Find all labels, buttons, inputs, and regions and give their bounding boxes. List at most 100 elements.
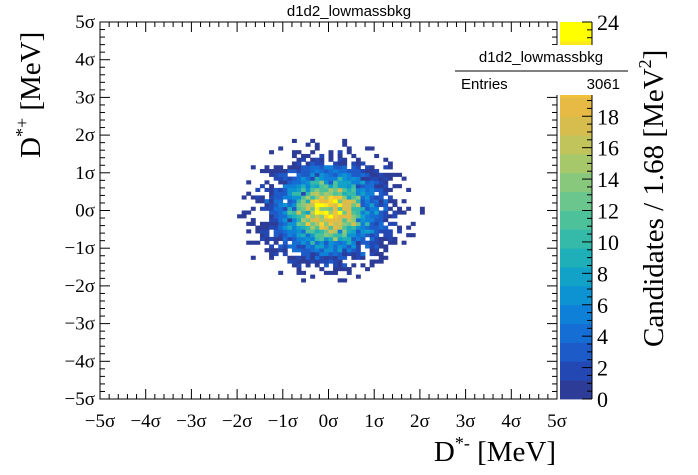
heatmap-cell xyxy=(323,195,329,200)
heatmap-cell xyxy=(374,251,380,257)
heatmap-cell xyxy=(319,165,325,170)
heatmap-cell xyxy=(323,184,329,189)
heatmap-cell xyxy=(287,165,293,170)
heatmap-cell xyxy=(319,233,325,238)
heatmap-cell xyxy=(305,199,311,204)
heatmap-cell xyxy=(291,225,297,230)
heatmap-cell xyxy=(360,214,366,219)
heatmap-cell xyxy=(314,169,320,174)
heatmap-cell xyxy=(378,229,384,234)
heatmap-cell xyxy=(333,165,338,170)
heatmap-cell xyxy=(328,233,334,238)
heatmap-cell xyxy=(328,169,334,174)
heatmap-cell xyxy=(342,225,348,230)
heatmap-cell xyxy=(282,195,288,200)
heatmap-cell xyxy=(369,210,375,215)
heatmap-cell xyxy=(355,161,361,166)
heatmap-cell xyxy=(273,210,279,215)
heatmap-cell xyxy=(323,270,329,275)
heatmap-cell xyxy=(342,165,348,170)
heatmap-cell xyxy=(374,221,380,226)
z-tick-label: 4 xyxy=(597,324,608,349)
heatmap-cell xyxy=(397,184,402,189)
y-tick-label: −3σ xyxy=(65,314,95,335)
heatmap-cell xyxy=(328,202,334,208)
heatmap-cell xyxy=(296,221,302,226)
heatmap-cell xyxy=(378,191,384,196)
heatmap-cell xyxy=(319,176,325,181)
heatmap-cell xyxy=(273,199,279,204)
heatmap-cell xyxy=(378,259,384,264)
heatmap-cell xyxy=(374,199,380,204)
heatmap-cell xyxy=(369,169,375,174)
heatmap-cell xyxy=(351,165,357,170)
heatmap-cell xyxy=(291,191,297,196)
heatmap-cell xyxy=(333,240,338,245)
heatmap-cell xyxy=(319,187,325,192)
heatmap-cell xyxy=(337,255,343,260)
heatmap-cell xyxy=(296,236,302,242)
heatmap-cell xyxy=(269,169,275,174)
heatmap-cell xyxy=(365,233,370,238)
x-tick-label: 3σ xyxy=(456,411,476,432)
heatmap-cell xyxy=(314,214,320,219)
heatmap-cell xyxy=(360,184,366,189)
heatmap-cell xyxy=(378,251,384,257)
heatmap-cell xyxy=(365,172,370,177)
heatmap-cell xyxy=(255,199,261,204)
heatmap-cell xyxy=(323,202,329,208)
heatmap-cell xyxy=(369,165,375,170)
heatmap-cell xyxy=(278,244,284,249)
heatmap-cell xyxy=(374,169,380,174)
heatmap-cell xyxy=(323,176,329,181)
heatmap-cell xyxy=(301,184,306,189)
heatmap-cell xyxy=(397,229,402,234)
heatmap-cell xyxy=(383,165,389,170)
heatmap-cell xyxy=(360,225,366,230)
heatmap-cell xyxy=(378,236,384,242)
heatmap-cell xyxy=(319,229,325,234)
x-tick-label: 2σ xyxy=(410,411,430,432)
stats-entries-value: 3061 xyxy=(587,76,620,93)
heatmap-cell xyxy=(314,218,320,223)
heatmap-cell xyxy=(351,233,357,238)
heatmap-cell xyxy=(291,255,297,260)
heatmap-cell xyxy=(305,259,311,264)
heatmap-cell xyxy=(337,229,343,234)
heatmap-cell xyxy=(269,248,275,253)
heatmap-cell xyxy=(282,187,288,192)
heatmap-cell xyxy=(305,251,311,257)
heatmap-cell xyxy=(378,218,384,223)
heatmap-cell xyxy=(383,244,389,249)
heatmap-cell xyxy=(291,150,297,155)
heatmap-cell xyxy=(337,202,343,208)
heatmap-cell xyxy=(346,172,352,177)
x-tick-label: −2σ xyxy=(222,411,252,432)
heatmap-cell xyxy=(305,255,311,260)
z-tick-label: 6 xyxy=(597,293,608,318)
heatmap-cell xyxy=(314,225,320,230)
heatmap-cell xyxy=(378,180,384,185)
heatmap-cell xyxy=(305,218,311,223)
heatmap-cell xyxy=(278,248,284,253)
heatmap-cell xyxy=(337,221,343,226)
heatmap-cell xyxy=(346,146,352,151)
heatmap-cell xyxy=(323,240,329,245)
heatmap-cell xyxy=(282,240,288,245)
heatmap-cell xyxy=(369,251,375,257)
heatmap-cell xyxy=(355,221,361,226)
heatmap-cell xyxy=(291,240,297,245)
heatmap-cell xyxy=(259,169,265,174)
heatmap-cell xyxy=(323,187,329,192)
heatmap-cell xyxy=(342,202,348,208)
heatmap-cell xyxy=(301,210,306,215)
heatmap-cell xyxy=(337,244,343,249)
heatmap-cell xyxy=(250,206,256,211)
heatmap-cell xyxy=(273,165,279,170)
heatmap-cell xyxy=(342,251,348,257)
heatmap-cell xyxy=(328,259,334,264)
heatmap-cell xyxy=(401,176,407,181)
heatmap-cell xyxy=(365,225,370,230)
heatmap-cell xyxy=(273,251,279,257)
heatmap-cell xyxy=(310,184,316,189)
